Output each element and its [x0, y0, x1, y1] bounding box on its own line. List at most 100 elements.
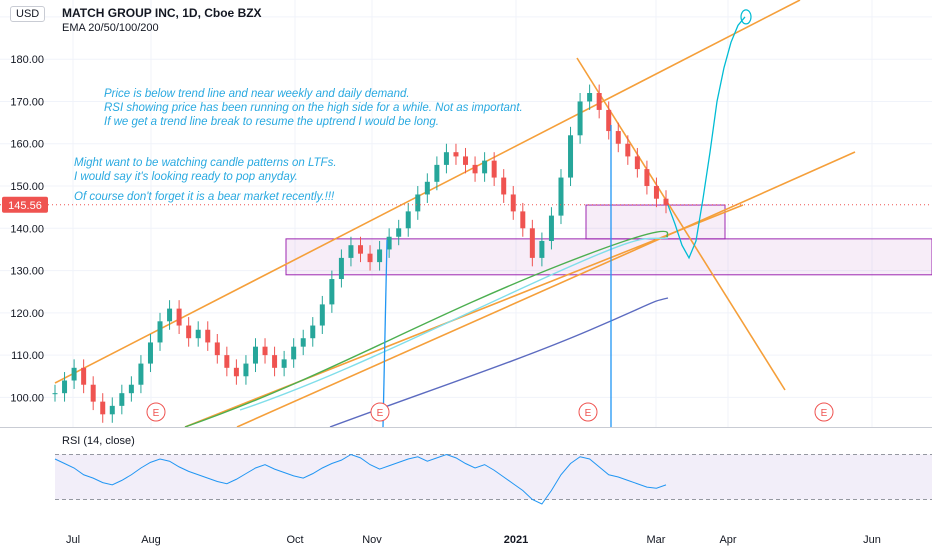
annotation-1: Price is below trend line and near weekl… [104, 87, 523, 129]
rsi-label[interactable]: RSI (14, close) [62, 435, 135, 447]
candle-body [558, 177, 564, 216]
rsi-indicator [54, 453, 932, 505]
candle-body [663, 198, 669, 205]
candle-body [577, 101, 583, 136]
candle-body [634, 156, 640, 170]
candle-body [62, 380, 68, 394]
candle-body [510, 194, 516, 212]
candle-body [472, 164, 478, 174]
main-pane [0, 0, 932, 427]
candles [52, 84, 669, 423]
earnings-marker[interactable] [146, 402, 166, 422]
candle-body [233, 367, 239, 377]
candle-body [491, 160, 497, 178]
candle-body [348, 245, 354, 258]
lower-channel-line [236, 151, 856, 428]
y-tick-label: 170.00 [10, 96, 44, 108]
candle-body [596, 93, 602, 110]
candle-body [128, 384, 134, 394]
ema-50-line [239, 237, 669, 411]
current-price-badge [2, 196, 48, 213]
symbol-title: MATCH GROUP INC, 1D, Cboe BZX [62, 6, 262, 20]
earnings-marker-label: E [821, 408, 828, 419]
candle-body [539, 240, 545, 258]
candle-body [109, 405, 115, 415]
y-tick-label: 140.00 [10, 223, 44, 235]
candle-body [463, 156, 469, 165]
current-price: 145.56 [0, 196, 932, 213]
candle-body [147, 342, 153, 364]
candle-body [453, 152, 459, 157]
earnings-marker[interactable] [814, 402, 834, 422]
earnings-marker[interactable] [370, 402, 390, 422]
candle-body [482, 160, 488, 174]
ema-200-line [329, 297, 669, 428]
y-tick-label: 180.00 [10, 54, 44, 66]
vertical-marker [382, 239, 388, 428]
support-trend-line [184, 204, 744, 428]
y-tick-label: 130.00 [10, 266, 44, 278]
x-tick-label: Oct [286, 534, 303, 546]
x-axis: Jul Aug Oct Nov 2021 Mar Apr Jun [66, 534, 881, 546]
candle-body [119, 393, 125, 406]
earnings-marker-label: E [585, 408, 592, 419]
candle-body [176, 308, 182, 326]
currency-button[interactable]: USD [10, 6, 46, 22]
annotation-line: I would say it's looking ready to pop an… [74, 171, 298, 183]
ema-100-line [184, 230, 669, 428]
candle-body [138, 363, 144, 385]
y-tick-label: 160.00 [10, 139, 44, 151]
y-tick-label: 110.00 [11, 350, 44, 362]
y-tick-label: 100.00 [10, 392, 44, 404]
x-tick-label: 2021 [504, 534, 528, 546]
rsi-line [54, 453, 667, 505]
candle-body [71, 367, 77, 381]
candle-body [424, 181, 430, 195]
candle-body [310, 325, 316, 339]
candle-body [167, 308, 173, 322]
candle-body [568, 135, 574, 178]
x-tick-label: Apr [719, 534, 736, 546]
ema-indicator-label[interactable]: EMA 20/50/100/200 [62, 22, 159, 34]
earnings-marker[interactable] [578, 402, 598, 422]
candle-body [548, 215, 554, 241]
candle-body [81, 367, 87, 385]
candle-body [405, 211, 411, 229]
candle-body [386, 236, 392, 250]
candle-body [205, 329, 211, 343]
candle-body [396, 228, 402, 237]
y-tick-label: 150.00 [10, 181, 44, 193]
candle-body [52, 393, 58, 395]
candle-body [367, 253, 373, 263]
annotation-2: Might want to be watching candle pattern… [74, 156, 337, 184]
candle-body [272, 355, 278, 368]
candle-body [291, 346, 297, 360]
candle-body [338, 257, 344, 280]
projection-scribble [740, 9, 752, 25]
candle-body [529, 228, 535, 258]
down-trend-line [576, 57, 786, 391]
annotation-line: Might want to be watching candle pattern… [74, 157, 337, 169]
annotation-line: If we get a trend line break to resume t… [104, 116, 439, 128]
rsi-band [55, 454, 932, 500]
candle-body [329, 279, 335, 305]
x-tick-label: Jul [66, 534, 80, 546]
candle-body [243, 363, 249, 377]
candle-body [281, 359, 287, 368]
candle-body [224, 355, 230, 368]
candle-body [644, 169, 650, 187]
candle-body [501, 177, 507, 195]
y-tick-label: 120.00 [10, 308, 44, 320]
candle-body [252, 346, 258, 364]
x-tick-label: Jun [863, 534, 881, 546]
x-tick-label: Mar [647, 534, 666, 546]
candle-body [587, 93, 593, 102]
candle-body [195, 329, 201, 339]
daily-demand-zone [585, 204, 726, 240]
candle-body [157, 321, 163, 343]
candle-body [625, 143, 631, 157]
price-projection [667, 9, 752, 260]
projection-path [667, 16, 746, 260]
